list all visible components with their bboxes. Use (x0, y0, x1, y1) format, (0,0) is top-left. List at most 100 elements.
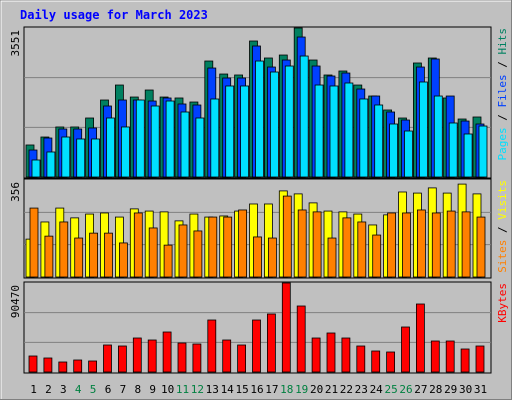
bar (297, 209, 307, 278)
x-tick-label: 29 (444, 383, 457, 396)
bar (418, 81, 428, 178)
x-tick-label: 26 (399, 383, 412, 396)
x-tick-label: 9 (149, 383, 156, 396)
bar (314, 84, 324, 178)
bar (28, 355, 38, 373)
bar (252, 319, 261, 373)
bar (329, 85, 339, 178)
bar (476, 216, 486, 278)
bar (76, 138, 86, 178)
bar (266, 313, 276, 373)
bar (386, 351, 396, 373)
bar (89, 232, 98, 278)
bar (433, 95, 443, 178)
chart-title: Daily usage for March 2023 (20, 8, 208, 22)
bar (121, 126, 130, 178)
bar (46, 151, 56, 178)
bar (416, 209, 426, 278)
bar (267, 237, 277, 278)
x-tick-label: 30 (459, 383, 472, 396)
bar (415, 303, 425, 373)
bar (402, 212, 411, 278)
bar (281, 282, 291, 373)
bar (341, 337, 351, 373)
legend-separator: / (496, 220, 509, 240)
y-tick-label: 356 (9, 182, 22, 202)
bar (104, 232, 113, 278)
legend-entry: KBytes (496, 283, 509, 323)
bar (342, 217, 352, 278)
x-tick-label: 17 (265, 383, 278, 396)
bar (460, 348, 470, 373)
x-tick-label: 16 (250, 383, 263, 396)
legend: KBytes (496, 283, 509, 323)
bar (282, 195, 292, 278)
bar (150, 105, 160, 178)
bar (135, 99, 145, 178)
x-tick-label: 5 (90, 383, 97, 396)
x-tick-label: 18 (280, 383, 293, 396)
x-tick-label: 31 (474, 383, 487, 396)
bar (119, 242, 128, 278)
bar (296, 305, 306, 373)
x-tick-label: 4 (75, 383, 82, 396)
legend-entry: Visits (496, 180, 509, 220)
x-tick-label: 3 (60, 383, 67, 396)
bar (463, 133, 473, 178)
bar (389, 123, 399, 178)
x-tick-label: 2 (45, 383, 52, 396)
bar (106, 117, 115, 178)
bar (165, 100, 175, 178)
x-tick-label: 10 (161, 383, 174, 396)
bar (162, 331, 172, 373)
x-tick-label: 12 (191, 383, 204, 396)
x-tick-label: 13 (206, 383, 219, 396)
x-tick-label: 8 (134, 383, 141, 396)
legend-entry: Hits (496, 28, 509, 55)
bar (148, 227, 158, 278)
y-tick-label: 90470 (9, 285, 22, 318)
bar (59, 221, 69, 278)
x-tick-label: 22 (340, 383, 353, 396)
bar (240, 85, 250, 178)
x-tick-label: 28 (429, 383, 442, 396)
bar (91, 138, 100, 178)
bar (359, 98, 369, 178)
x-tick-label: 1 (30, 383, 37, 396)
x-tick-label: 23 (355, 383, 368, 396)
bar (253, 236, 262, 278)
bar (177, 342, 187, 373)
legend-entry: Files (496, 74, 509, 107)
bar (448, 122, 458, 178)
bar (475, 345, 485, 373)
bar (387, 212, 397, 278)
bar (478, 125, 488, 178)
bar (223, 216, 233, 278)
bar (44, 235, 54, 278)
bar (446, 210, 456, 278)
x-tick-label: 20 (310, 383, 323, 396)
bar (326, 332, 336, 373)
x-tick-label: 27 (414, 383, 427, 396)
bar (461, 211, 471, 278)
bar (311, 337, 321, 373)
bar (372, 234, 382, 278)
bar (401, 326, 410, 373)
bar (74, 237, 84, 278)
x-tick-label: 19 (295, 383, 308, 396)
bar (118, 345, 127, 373)
legend: Sites / Visits (496, 180, 509, 273)
bar (61, 136, 71, 178)
bar (31, 159, 41, 178)
bar (180, 111, 190, 178)
bar (445, 340, 455, 373)
bar (43, 357, 53, 373)
x-tick-label: 25 (384, 383, 397, 396)
bar (255, 60, 264, 178)
x-tick-label: 24 (370, 383, 384, 396)
bar (207, 319, 217, 373)
legend-separator: / (496, 108, 509, 128)
bar (284, 65, 294, 178)
bar (58, 361, 68, 373)
